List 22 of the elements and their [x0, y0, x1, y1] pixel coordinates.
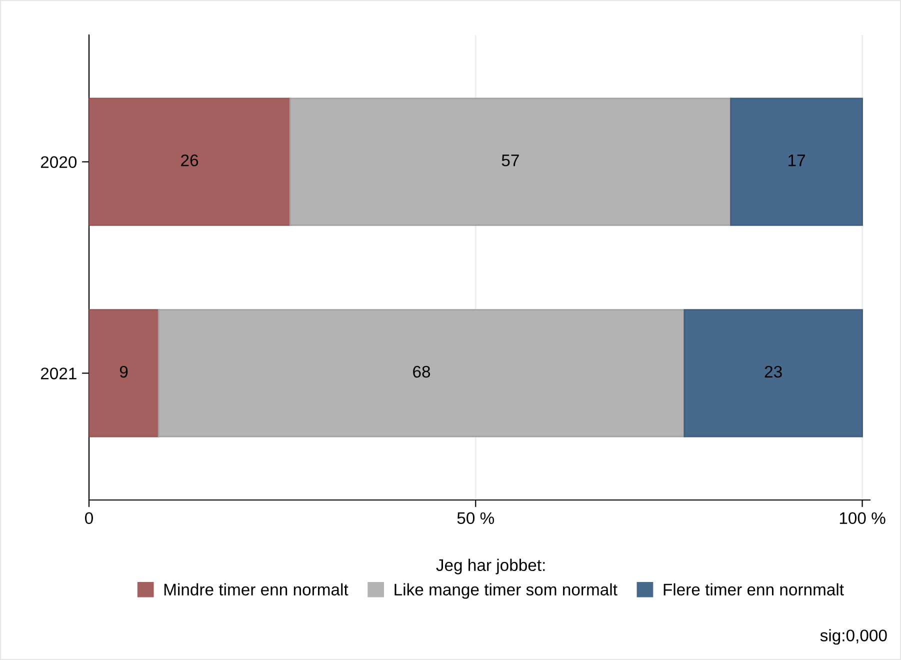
data-label: 17: [788, 154, 805, 166]
x-tick-label: 50 %: [457, 512, 494, 524]
bar: [684, 309, 863, 438]
y-tick-label: 2020: [40, 156, 77, 168]
bar: [289, 98, 732, 226]
bar: [730, 98, 863, 226]
legend-label: Flere timer enn nornmalt: [664, 583, 844, 596]
y-tick-label: 2021: [40, 368, 76, 380]
bar: [89, 98, 291, 226]
x-tick-label: 0: [85, 512, 93, 524]
text: sig:0,000: [820, 629, 887, 645]
x-tick-label: 100 %: [840, 512, 886, 524]
legend-label: Mindre timer enn normalt: [164, 583, 348, 596]
bar: [89, 309, 160, 438]
bar: [158, 309, 686, 438]
data-label: 23: [764, 366, 782, 378]
data-label: 9: [120, 366, 128, 378]
data-label: 26: [181, 154, 198, 166]
legend-title: Jeg har jobbet:: [436, 558, 545, 574]
legend-label: Like mange timer som normalt: [394, 583, 618, 599]
data-label: 57: [502, 154, 519, 166]
data-label: 68: [413, 366, 430, 378]
